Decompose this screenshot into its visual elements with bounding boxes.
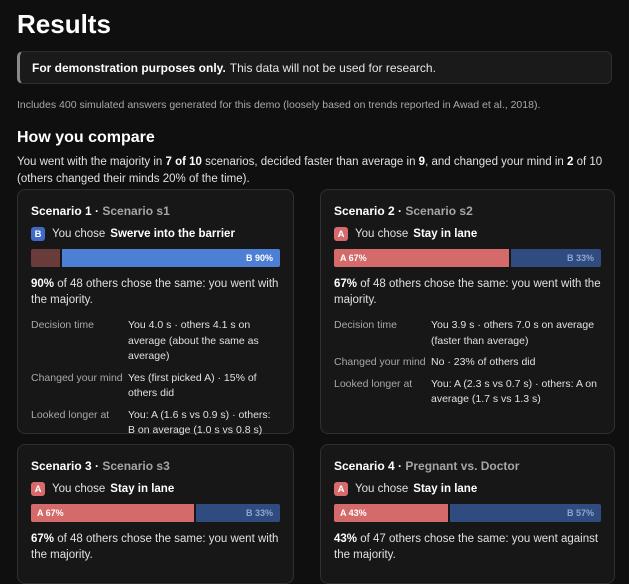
choice-badge: A <box>334 227 348 241</box>
page-title: Results <box>17 9 111 39</box>
verdict: 90% of 48 others chose the same: you wen… <box>31 276 280 308</box>
verdict-text: of 48 others chose the same: you went wi… <box>31 278 279 306</box>
row-value: You: A (1.6 s vs 0.9 s) · others: B on a… <box>128 408 271 437</box>
you-chose-label: You chose <box>355 483 409 495</box>
summary-text: You went with the majority in <box>17 156 166 168</box>
row-key: Decision time <box>31 319 95 331</box>
verdict-text: of 48 others chose the same: you went wi… <box>334 278 601 306</box>
summary-text: , and changed your mind in <box>425 156 568 168</box>
scenario-card-4: Scenario 4 · Pregnant vs. Doctor A You c… <box>320 444 615 584</box>
summary-faster: 9 <box>418 156 426 168</box>
summary-majority: 7 of 10 <box>165 156 202 168</box>
row-value: You: A (2.3 s vs 0.7 s) · others: A on a… <box>431 377 597 406</box>
bar-seg-a: A 67% <box>31 504 194 522</box>
summary-text: scenarios, decided faster than average i… <box>201 156 419 168</box>
row-decision: Decision time You 4.0 s · others 4.1 s on… <box>31 318 280 365</box>
row-key: Looked longer at <box>31 408 110 421</box>
row-looked: Looked longer at You: A (1.6 s vs 0.9 s) … <box>31 408 280 439</box>
card-title-main: Scenario 1 <box>31 204 92 218</box>
row-value: You 3.9 s · others 7.0 s on average (fas… <box>431 319 595 347</box>
verdict: 43% of 47 others chose the same: you wen… <box>334 531 601 563</box>
includes-note: Includes 400 simulated answers generated… <box>17 99 541 111</box>
card-title-sub: Scenario s3 <box>102 459 170 473</box>
card-title-sub: Scenario s1 <box>102 204 170 218</box>
choice-text: Swerve into the barrier <box>110 228 235 240</box>
choice-line: A You chose Stay in lane <box>334 482 601 496</box>
bar-seg-b: B 90% <box>62 249 280 267</box>
row-looked: Looked longer at You: A (2.3 s vs 0.7 s) … <box>334 377 601 408</box>
choice-text: Stay in lane <box>110 483 175 495</box>
you-chose-label: You chose <box>52 228 106 240</box>
choice-text: Stay in lane <box>413 228 478 240</box>
row-key: Decision time <box>334 319 398 331</box>
verdict-pct: 67% <box>31 533 55 545</box>
choice-badge: B <box>31 227 45 241</box>
row-value: No · 23% of others did <box>431 356 536 368</box>
verdict: 67% of 48 others chose the same: you wen… <box>31 531 280 563</box>
bar-seg-b: B 33% <box>510 249 601 267</box>
choice-line: A You chose Stay in lane <box>334 227 601 241</box>
compare-heading: How you compare <box>17 129 155 146</box>
choice-badge: A <box>31 482 45 496</box>
you-chose-label: You chose <box>355 228 409 240</box>
row-key: Changed your mind <box>31 371 123 384</box>
card-title-main: Scenario 4 <box>334 459 395 473</box>
card-title-main: Scenario 3 <box>31 459 92 473</box>
scenario-card-1: Scenario 1 · Scenario s1 B You chose Swe… <box>17 189 294 436</box>
row-changed: Changed your mind Yes (first picked A) · … <box>31 371 280 402</box>
choice-bar: B 90% <box>31 249 280 267</box>
card-title: Scenario 3 · Scenario s3 <box>31 459 170 473</box>
notice-text: This data will not be used for research. <box>229 60 436 75</box>
compare-summary: You went with the majority in 7 of 10 sc… <box>17 154 617 188</box>
summary-changed: 2 <box>567 156 574 168</box>
bar-seg-b: B 33% <box>195 504 280 522</box>
verdict: 67% of 48 others chose the same: you wen… <box>334 276 601 308</box>
verdict-text: of 47 others chose the same: you went ag… <box>334 533 599 561</box>
row-value: Yes (first picked A) · 15% of others did <box>128 371 257 400</box>
row-decision: Decision time You 3.9 s · others 7.0 s on… <box>334 318 601 349</box>
verdict-pct: 67% <box>334 278 358 290</box>
you-chose-label: You chose <box>52 483 106 495</box>
detail-rows: Decision time You 3.9 s · others 7.0 s on… <box>334 318 601 408</box>
choice-bar: A 67% B 33% <box>334 249 601 267</box>
card-title-sub: Pregnant vs. Doctor <box>405 459 520 473</box>
verdict-pct: 90% <box>31 278 55 290</box>
choice-line: A You chose Stay in lane <box>31 482 280 496</box>
card-title: Scenario 4 · Pregnant vs. Doctor <box>334 459 520 473</box>
verdict-text: of 48 others chose the same: you went wi… <box>31 533 279 561</box>
choice-bar: A 43% B 57% <box>334 504 601 522</box>
choice-text: Stay in lane <box>413 483 478 495</box>
bar-seg-a <box>31 249 61 267</box>
bar-seg-a: A 43% <box>334 504 449 522</box>
notice-bold: For demonstration purposes only. <box>32 60 226 75</box>
card-title: Scenario 1 · Scenario s1 <box>31 204 170 218</box>
row-value: You 4.0 s · others 4.1 s on average (abo… <box>128 319 259 362</box>
row-key: Changed your mind <box>334 356 426 368</box>
choice-badge: A <box>334 482 348 496</box>
choice-bar: A 67% B 33% <box>31 504 280 522</box>
scenario-card-2: Scenario 2 · Scenario s2 A You chose Sta… <box>320 189 615 434</box>
row-key: Looked longer at <box>334 377 413 390</box>
card-title: Scenario 2 · Scenario s2 <box>334 204 473 218</box>
row-changed: Changed your mind No · 23% of others did <box>334 355 601 371</box>
card-title-sub: Scenario s2 <box>405 204 473 218</box>
demo-notice: For demonstration purposes only. This da… <box>17 51 612 84</box>
card-title-main: Scenario 2 <box>334 204 395 218</box>
detail-rows: Decision time You 4.0 s · others 4.1 s on… <box>31 318 280 439</box>
choice-line: B You chose Swerve into the barrier <box>31 227 280 241</box>
bar-seg-b: B 57% <box>450 504 601 522</box>
verdict-pct: 43% <box>334 533 358 545</box>
scenario-card-3: Scenario 3 · Scenario s3 A You chose Sta… <box>17 444 294 584</box>
summary-text: of 10 (others changed their minds 20% of… <box>17 156 603 185</box>
bar-seg-a: A 67% <box>334 249 509 267</box>
